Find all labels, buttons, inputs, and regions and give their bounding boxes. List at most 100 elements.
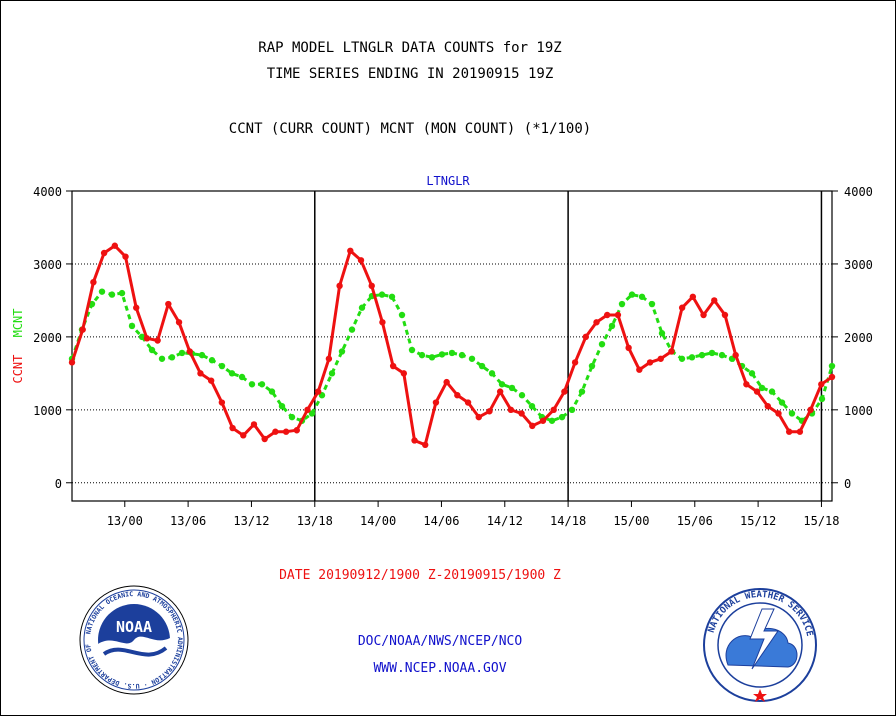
x-tick-label: 13/12: [233, 514, 269, 528]
y-axis-left: 0 1000 2000 3000 4000: [33, 185, 72, 491]
series-mcnt: [68, 288, 836, 424]
data-point-ccnt: [604, 311, 611, 319]
data-point-ccnt: [486, 408, 493, 415]
chart-title-line2: TIME SERIES ENDING IN 20190915 19Z: [267, 66, 554, 82]
x-tick-label: 14/18: [550, 514, 586, 528]
data-point-ccnt: [186, 348, 193, 355]
y-tick-label-right: 2000: [844, 331, 873, 345]
data-point-ccnt: [325, 355, 333, 362]
data-point-ccnt: [828, 373, 836, 381]
data-point-ccnt: [593, 319, 600, 326]
data-point-mcnt: [778, 399, 786, 406]
x-tick-label: 15/06: [677, 514, 713, 528]
data-point-mcnt: [178, 349, 186, 357]
data-point-ccnt: [250, 421, 258, 428]
data-point-mcnt: [228, 370, 236, 377]
y-tick-label-left: 1000: [33, 404, 62, 418]
data-point-mcnt: [288, 413, 296, 421]
nws-logo: NATIONAL WEATHER SERVICE: [703, 588, 817, 702]
data-point-ccnt: [389, 362, 397, 370]
data-point-ccnt: [561, 388, 568, 395]
chart-title: RAP MODEL LTNGLR DATA COUNTS for 19Z: [258, 40, 561, 56]
data-point-ccnt: [636, 366, 643, 373]
data-point-ccnt: [818, 381, 825, 388]
data-point-mcnt: [688, 354, 696, 361]
data-point-ccnt: [368, 282, 375, 290]
data-point-ccnt: [272, 428, 279, 435]
data-point-ccnt: [678, 304, 686, 311]
data-point-mcnt: [718, 351, 726, 359]
data-point-ccnt: [443, 378, 450, 386]
data-point-mcnt: [698, 351, 706, 359]
data-point-ccnt: [229, 424, 236, 432]
data-point-ccnt: [775, 410, 782, 417]
x-tick-label: 13/18: [297, 514, 333, 528]
x-tick-label: 15/12: [740, 514, 776, 528]
data-point-ccnt: [379, 319, 386, 326]
x-tick-label: 14/00: [360, 514, 396, 528]
data-point-mcnt: [388, 293, 396, 300]
data-point-mcnt: [138, 333, 146, 341]
data-point-ccnt: [625, 344, 632, 352]
data-point-mcnt: [198, 351, 206, 359]
data-point-ccnt: [240, 432, 247, 439]
data-point-mcnt: [218, 362, 226, 370]
star-icon: [753, 689, 767, 702]
data-point-mcnt: [558, 413, 566, 421]
data-point-mcnt: [498, 381, 506, 388]
url-line: WWW.NCEP.NOAA.GOV: [373, 661, 506, 676]
data-point-ccnt: [732, 351, 739, 359]
data-point-ccnt: [347, 247, 354, 255]
data-point-ccnt: [143, 335, 151, 342]
data-point-mcnt: [328, 370, 336, 377]
noaa-logo: NATIONAL OCEANIC AND ATMOSPHERIC ADMINIS…: [79, 585, 189, 695]
data-point-ccnt: [475, 413, 482, 421]
data-point-ccnt: [432, 399, 440, 406]
data-point-ccnt: [400, 370, 408, 377]
data-point-ccnt: [282, 428, 290, 435]
svg-text:CCNT MCNT: CCNT MCNT: [11, 308, 25, 383]
data-point-mcnt: [268, 388, 276, 395]
data-point-ccnt: [689, 293, 697, 300]
data-point-mcnt: [378, 291, 386, 298]
data-point-mcnt: [418, 351, 426, 359]
x-tick-label: 15/18: [803, 514, 839, 528]
x-tick-label: 13/06: [170, 514, 206, 528]
chart-subtitle: CCNT (CURR COUNT) MCNT (MON COUNT) (*1/1…: [229, 121, 591, 137]
series-group: [68, 242, 836, 449]
x-tick-label: 14/12: [487, 514, 523, 528]
y-tick-label-right: 1000: [844, 404, 873, 418]
data-point-mcnt: [338, 348, 346, 355]
y-tick-label-left: 4000: [33, 185, 62, 199]
noaa-logo-text: NOAA: [116, 618, 152, 636]
y-tick-label-right: 3000: [844, 258, 873, 272]
data-point-mcnt: [408, 346, 416, 354]
data-point-mcnt: [128, 322, 136, 330]
data-point-mcnt: [98, 288, 106, 295]
data-point-mcnt: [168, 354, 176, 361]
data-point-ccnt: [336, 282, 343, 290]
data-point-ccnt: [700, 311, 707, 319]
data-point-ccnt: [507, 406, 515, 414]
data-point-mcnt: [518, 392, 526, 399]
data-point-ccnt: [100, 249, 108, 257]
data-point-ccnt: [582, 333, 590, 341]
data-point-ccnt: [743, 381, 750, 388]
data-point-mcnt: [508, 384, 516, 392]
data-point-ccnt: [197, 370, 204, 377]
data-point-mcnt: [158, 355, 166, 362]
data-point-mcnt: [708, 349, 716, 357]
data-point-ccnt: [764, 402, 771, 410]
plot-frame: [71, 190, 833, 502]
data-point-mcnt: [258, 381, 266, 388]
data-point-ccnt: [261, 435, 268, 443]
data-point-mcnt: [678, 355, 686, 362]
data-point-mcnt: [238, 373, 246, 381]
data-point-ccnt: [785, 428, 793, 435]
data-point-ccnt: [668, 348, 675, 355]
data-point-ccnt: [753, 388, 761, 395]
data-point-ccnt: [614, 311, 622, 319]
data-point-mcnt: [308, 410, 316, 417]
data-point-mcnt: [478, 362, 486, 370]
data-point-ccnt: [550, 406, 557, 414]
